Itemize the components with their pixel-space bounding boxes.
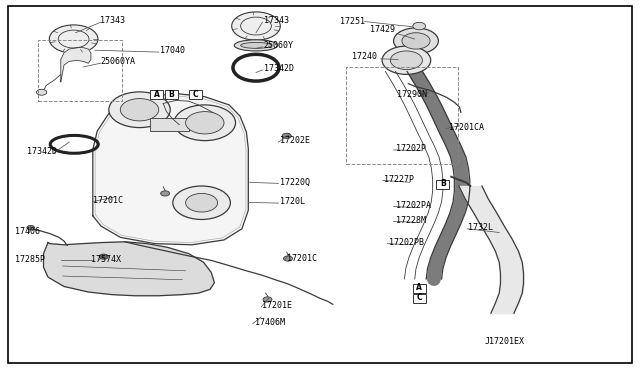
Text: B: B (169, 90, 174, 99)
Circle shape (263, 297, 272, 302)
Circle shape (402, 33, 430, 49)
Text: 17201C: 17201C (93, 196, 123, 205)
Circle shape (99, 254, 108, 259)
Circle shape (36, 89, 47, 95)
Circle shape (27, 225, 35, 230)
Text: 17429: 17429 (370, 25, 395, 34)
FancyBboxPatch shape (165, 90, 178, 99)
Text: B: B (440, 179, 445, 188)
Text: 17343: 17343 (100, 16, 125, 25)
Circle shape (282, 133, 291, 138)
Text: 25060YA: 25060YA (100, 57, 136, 66)
Text: 17201CA: 17201CA (449, 123, 484, 132)
Ellipse shape (241, 42, 271, 48)
Circle shape (284, 256, 292, 261)
Bar (346, 67, 458, 164)
Circle shape (382, 46, 431, 74)
Text: 17201C: 17201C (287, 254, 317, 263)
Text: 1732L: 1732L (468, 223, 493, 232)
Circle shape (49, 25, 98, 53)
Circle shape (186, 193, 218, 212)
Text: 17228M: 17228M (396, 216, 426, 225)
Bar (38, 40, 122, 101)
Circle shape (173, 186, 230, 219)
FancyBboxPatch shape (436, 180, 449, 189)
Circle shape (186, 112, 224, 134)
Text: 17201E: 17201E (262, 301, 292, 310)
Ellipse shape (234, 40, 278, 51)
Text: 17342D: 17342D (264, 64, 294, 73)
Text: 17240: 17240 (352, 52, 377, 61)
Circle shape (394, 28, 438, 54)
Text: 17040: 17040 (160, 46, 185, 55)
Text: 17227P: 17227P (384, 175, 414, 184)
Text: 17220Q: 17220Q (280, 178, 310, 187)
Text: C: C (417, 294, 422, 302)
Text: 17406M: 17406M (255, 318, 285, 327)
Circle shape (232, 12, 280, 40)
FancyBboxPatch shape (150, 90, 163, 99)
Text: J17201EX: J17201EX (484, 337, 525, 346)
Text: 25060Y: 25060Y (264, 41, 294, 50)
Polygon shape (93, 94, 248, 245)
Text: 17406: 17406 (15, 227, 40, 236)
Circle shape (413, 22, 426, 30)
Text: 17285P: 17285P (15, 255, 45, 264)
Text: 17202PB: 17202PB (389, 238, 424, 247)
Circle shape (161, 191, 170, 196)
Text: 17342D: 17342D (27, 147, 57, 156)
Text: 17290N: 17290N (397, 90, 427, 99)
FancyBboxPatch shape (189, 90, 202, 99)
FancyBboxPatch shape (413, 284, 426, 293)
Text: 1720L: 1720L (280, 198, 305, 206)
Text: 17574X: 17574X (91, 255, 121, 264)
Circle shape (390, 51, 422, 70)
Circle shape (174, 105, 236, 141)
Text: C: C (193, 90, 198, 99)
Circle shape (120, 99, 159, 121)
Circle shape (109, 92, 170, 128)
Text: 17343: 17343 (264, 16, 289, 25)
Text: 17202P: 17202P (396, 144, 426, 153)
Text: 17251: 17251 (340, 17, 365, 26)
FancyBboxPatch shape (413, 294, 426, 303)
Text: A: A (416, 283, 422, 292)
Text: A: A (154, 90, 160, 99)
Polygon shape (44, 242, 214, 296)
Bar (150, 118, 189, 131)
Text: 17202E: 17202E (280, 136, 310, 145)
Text: 17202PA: 17202PA (396, 201, 431, 210)
Polygon shape (61, 48, 91, 82)
